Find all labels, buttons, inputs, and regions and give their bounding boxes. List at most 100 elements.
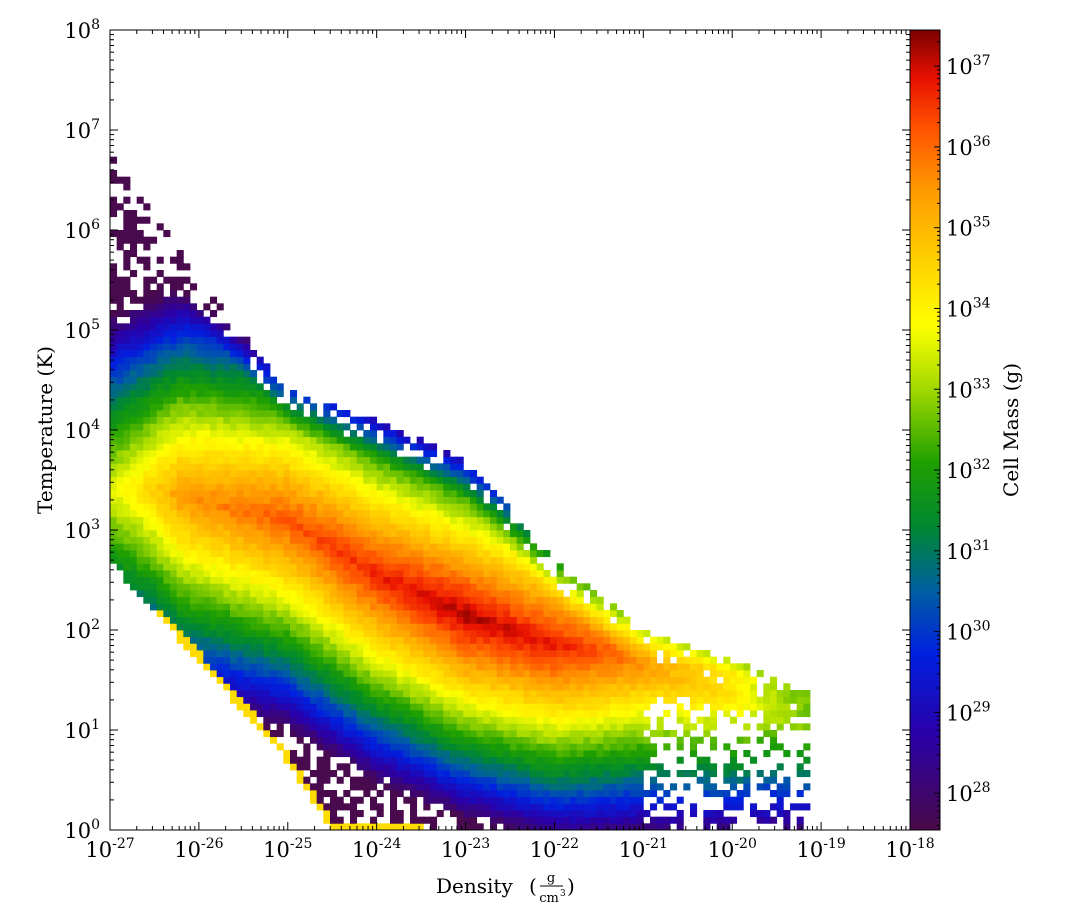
heatmap-cell xyxy=(356,603,364,611)
heatmap-cell xyxy=(463,823,471,830)
heatmap-cell xyxy=(243,390,251,398)
heatmap-cell xyxy=(263,643,271,651)
heatmap-cell xyxy=(556,610,564,618)
heatmap-cell xyxy=(210,563,218,571)
heatmap-cell xyxy=(116,403,124,411)
heatmap-cell xyxy=(310,510,318,518)
heatmap-cell xyxy=(610,710,618,718)
heatmap-cell xyxy=(123,576,131,584)
heatmap-cell xyxy=(363,470,371,478)
heatmap-cell xyxy=(490,736,498,744)
heatmap-cell xyxy=(303,763,311,771)
heatmap-cell xyxy=(490,696,498,704)
heatmap-cell xyxy=(710,736,718,744)
heatmap-cell xyxy=(596,823,604,830)
heatmap-cell xyxy=(710,683,718,691)
heatmap-cell xyxy=(110,536,118,544)
heatmap-cell xyxy=(556,770,564,778)
heatmap-cell xyxy=(623,623,631,631)
heatmap-cell xyxy=(110,270,118,278)
heatmap-cell xyxy=(243,470,251,478)
heatmap-cell xyxy=(410,470,418,478)
heatmap-cell xyxy=(250,450,258,458)
heatmap-cell xyxy=(503,630,511,638)
heatmap-cell xyxy=(143,536,151,544)
heatmap-cell xyxy=(143,583,151,591)
heatmap-cell xyxy=(576,743,584,751)
heatmap-cell xyxy=(156,503,164,511)
heatmap-cell xyxy=(356,650,364,658)
heatmap-cell xyxy=(303,530,311,538)
heatmap-cell xyxy=(476,496,484,504)
heatmap-cell xyxy=(110,316,118,324)
heatmap-cell xyxy=(330,470,338,478)
heatmap-cell xyxy=(590,663,598,671)
heatmap-cell xyxy=(150,603,158,611)
heatmap-cell xyxy=(236,496,244,504)
heatmap-cell xyxy=(303,590,311,598)
heatmap-cell xyxy=(216,303,224,311)
heatmap-cell xyxy=(436,610,444,618)
heatmap-cell xyxy=(323,523,331,531)
heatmap-cell xyxy=(516,550,524,558)
heatmap-cell xyxy=(436,683,444,691)
heatmap-cell xyxy=(410,690,418,698)
heatmap-cell xyxy=(290,616,298,624)
heatmap-cell xyxy=(670,783,678,791)
heatmap-cell xyxy=(623,723,631,731)
heatmap-cell xyxy=(623,690,631,698)
heatmap-cell xyxy=(356,510,364,518)
heatmap-cell xyxy=(256,403,264,411)
heatmap-cell xyxy=(116,350,124,358)
heatmap-cell xyxy=(256,643,264,651)
heatmap-cell xyxy=(310,676,318,684)
heatmap-cell xyxy=(356,583,364,591)
heatmap-cell xyxy=(410,630,418,638)
heatmap-cell xyxy=(123,256,131,264)
heatmap-cell xyxy=(343,690,351,698)
heatmap-cell xyxy=(256,450,264,458)
heatmap-cell xyxy=(350,623,358,631)
heatmap-cell xyxy=(230,350,238,358)
heatmap-cell xyxy=(310,736,318,744)
heatmap-cell xyxy=(730,696,738,704)
heatmap-cell xyxy=(756,670,764,678)
heatmap-cell xyxy=(476,550,484,558)
heatmap-cell xyxy=(123,436,131,444)
heatmap-cell xyxy=(210,650,218,658)
heatmap-cell xyxy=(136,510,144,518)
heatmap-cell xyxy=(490,596,498,604)
heatmap-cell xyxy=(223,483,231,491)
heatmap-cell xyxy=(703,696,711,704)
heatmap-cell xyxy=(416,496,424,504)
heatmap-cell xyxy=(716,670,724,678)
heatmap-cell xyxy=(223,636,231,644)
heatmap-cell xyxy=(176,256,184,264)
heatmap-cell xyxy=(330,590,338,598)
heatmap-cell xyxy=(563,796,571,804)
heatmap-cell xyxy=(410,576,418,584)
heatmap-cell xyxy=(443,710,451,718)
heatmap-cell xyxy=(156,350,164,358)
heatmap-cell xyxy=(336,550,344,558)
heatmap-cell xyxy=(350,703,358,711)
heatmap-cell xyxy=(170,450,178,458)
heatmap-cell xyxy=(110,550,118,558)
heatmap-cell xyxy=(316,763,324,771)
heatmap-cell xyxy=(530,603,538,611)
heatmap-cell xyxy=(330,663,338,671)
heatmap-cell xyxy=(430,516,438,524)
heatmap-cell xyxy=(236,356,244,364)
heatmap-cell xyxy=(630,683,638,691)
heatmap-cell xyxy=(436,476,444,484)
heatmap-cell xyxy=(470,783,478,791)
heatmap-cell xyxy=(136,483,144,491)
heatmap-cell xyxy=(363,523,371,531)
heatmap-cell xyxy=(256,723,264,731)
heatmap-cell xyxy=(410,656,418,664)
heatmap-cell xyxy=(323,730,331,738)
heatmap-cell xyxy=(196,356,204,364)
heatmap-cell xyxy=(396,716,404,724)
heatmap-cell xyxy=(170,383,178,391)
heatmap-cell xyxy=(156,510,164,518)
